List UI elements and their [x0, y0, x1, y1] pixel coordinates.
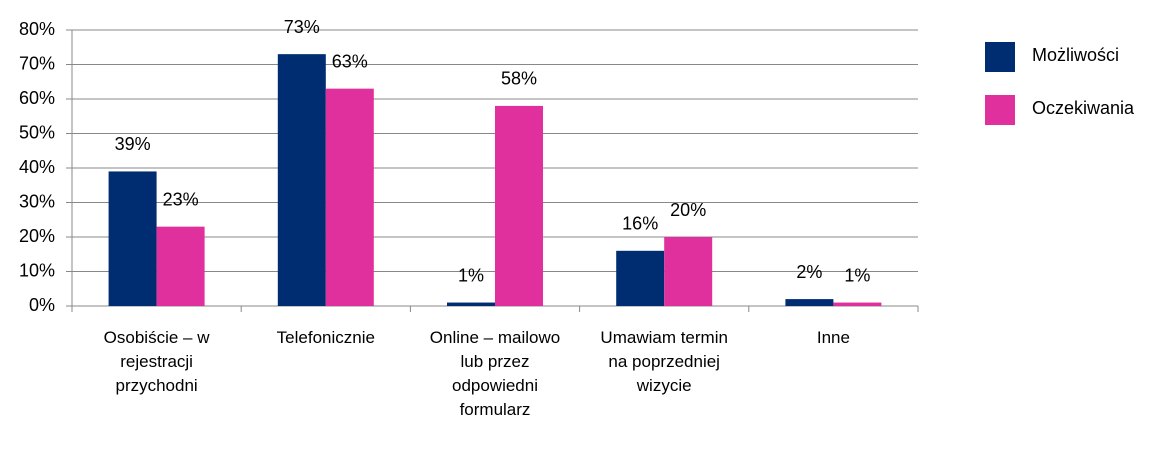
y-tick-label: 60%	[19, 88, 55, 108]
x-tick-label: Osobiście – w rejestracji przychodni	[103, 328, 210, 395]
bar	[833, 302, 882, 306]
legend-swatch	[985, 95, 1015, 125]
y-tick-label: 40%	[19, 157, 55, 177]
bar	[785, 299, 834, 306]
value-label: 39%	[115, 134, 151, 154]
bar	[156, 226, 205, 306]
y-tick-label: 80%	[19, 19, 55, 39]
x-tick-label: Telefonicznie	[276, 328, 375, 347]
value-label: 2%	[796, 262, 822, 282]
legend-label: Oczekiwania	[1032, 98, 1135, 118]
legend-swatch	[985, 42, 1015, 72]
x-tick-label: Umawiam termin na poprzedniej wizycie	[600, 328, 728, 395]
y-tick-label: 0%	[29, 295, 55, 315]
bar	[277, 54, 326, 307]
y-tick-label: 10%	[19, 260, 55, 280]
bar	[495, 105, 543, 307]
value-label: 20%	[670, 200, 706, 220]
y-tick-label: 70%	[19, 53, 55, 73]
value-label: 73%	[284, 17, 320, 37]
x-tick-label: Online – mailowo lub przez odpowiedni fo…	[429, 328, 561, 419]
bar	[325, 88, 374, 307]
legend-label: Możliwości	[1032, 45, 1119, 65]
value-label: 1%	[458, 265, 484, 285]
bar	[108, 171, 157, 306]
y-tick-label: 20%	[19, 226, 55, 246]
value-label: 1%	[844, 265, 870, 285]
value-label: 58%	[501, 69, 537, 89]
bar	[616, 250, 665, 306]
bar	[447, 302, 495, 306]
y-tick-label: 50%	[19, 122, 55, 142]
y-tick-label: 30%	[19, 191, 55, 211]
bar	[664, 237, 713, 306]
value-label: 16%	[622, 214, 658, 234]
value-label: 23%	[163, 189, 199, 209]
value-label: 63%	[332, 51, 368, 71]
x-tick-label: Inne	[816, 328, 850, 347]
